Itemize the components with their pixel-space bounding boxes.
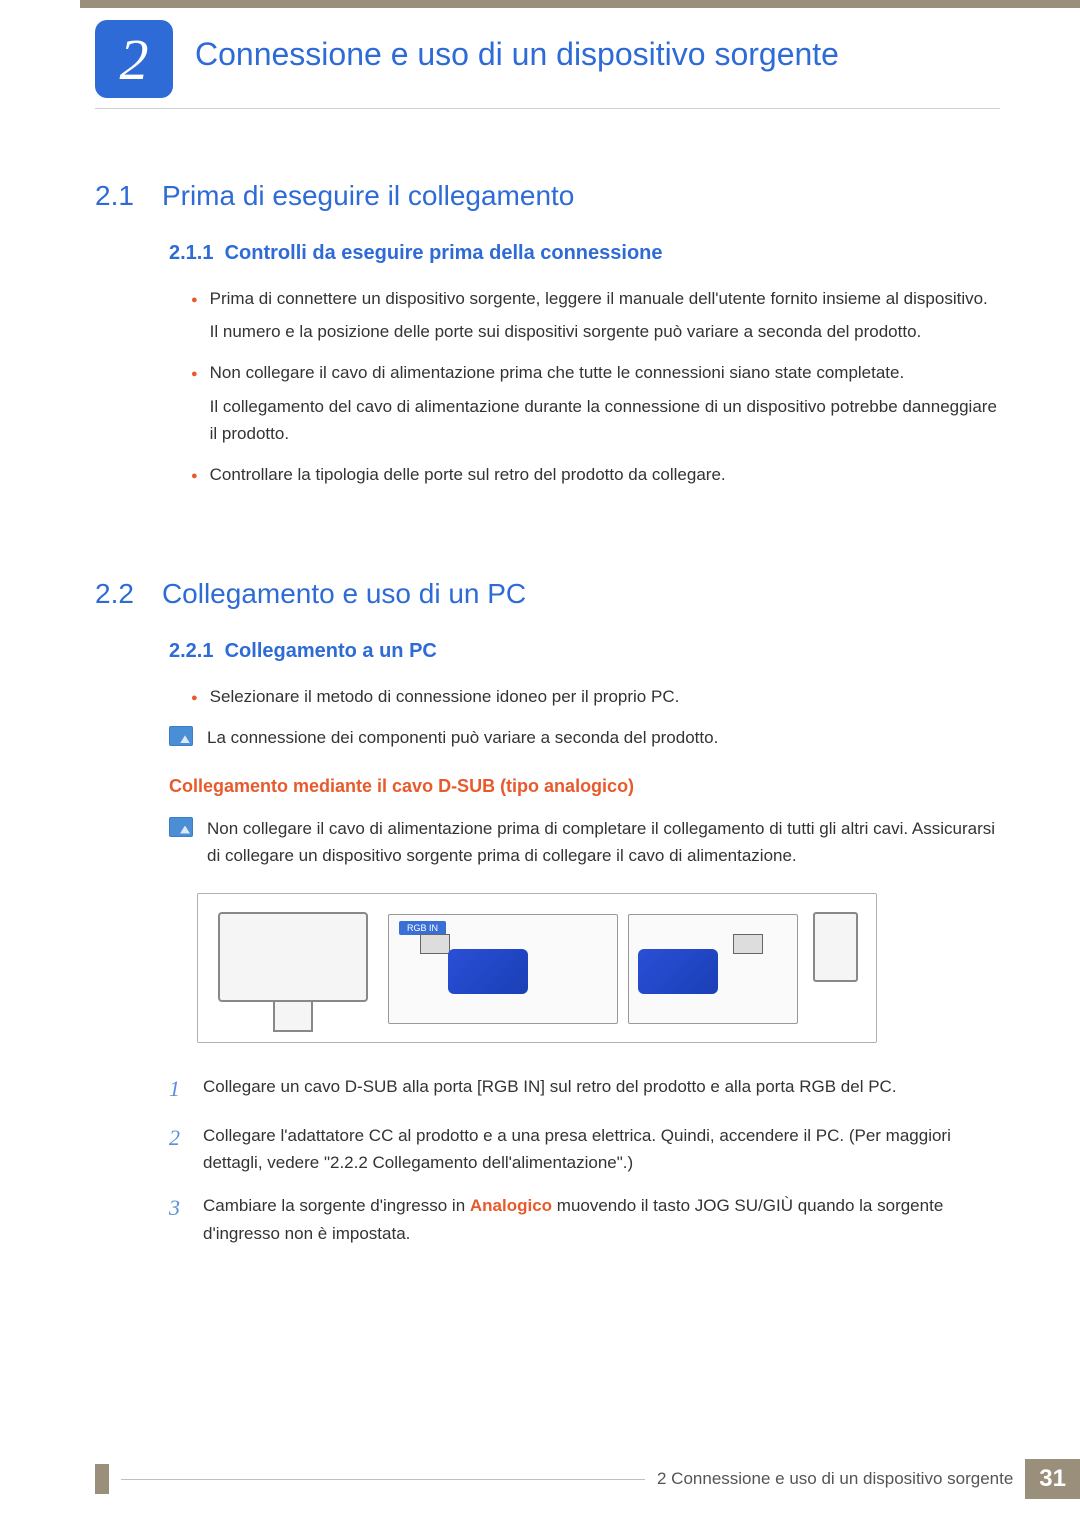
footer-chapter-title: 2 Connessione e uso di un dispositivo so…	[657, 1469, 1013, 1489]
step-text: Cambiare la sorgente d'ingresso in Analo…	[203, 1190, 1000, 1246]
bullet-text: Prima di connettere un dispositivo sorge…	[210, 285, 1000, 345]
subsection-number: 2.1.1	[169, 242, 213, 264]
bullet-list-2-2-1: ● Selezionare il metodo di connessione i…	[191, 683, 1000, 710]
section-2-1-heading: 2.1 Prima di eseguire il collegamento	[95, 180, 1000, 212]
step-item: 1 Collegare un cavo D-SUB alla porta [RG…	[169, 1071, 1000, 1106]
highlight-term: Analogico	[470, 1196, 552, 1215]
page-footer: 2 Connessione e uso di un dispositivo so…	[95, 1459, 1080, 1499]
list-item: ● Non collegare il cavo di alimentazione…	[191, 359, 1000, 447]
chapter-number: 2	[120, 26, 149, 93]
bullet-dot-icon: ●	[191, 366, 198, 447]
connection-diagram: RGB IN	[197, 893, 877, 1043]
note-icon	[169, 817, 193, 837]
bullet-text: Controllare la tipologia delle porte sul…	[210, 461, 1000, 488]
bullet-text: Non collegare il cavo di alimentazione p…	[210, 359, 1000, 447]
cable-port-icon	[733, 934, 763, 954]
dsub-connector-icon	[638, 949, 718, 994]
step-number: 3	[169, 1190, 187, 1246]
note-icon	[169, 726, 193, 746]
subsection-title: Controlli da eseguire prima della connes…	[225, 242, 663, 264]
subsection-2-2-1-heading: 2.2.1 Collegamento a un PC	[169, 640, 1000, 663]
monitor-illustration	[218, 912, 368, 1002]
note-text: Non collegare il cavo di alimentazione p…	[207, 815, 1000, 869]
cable-port-icon	[420, 934, 450, 954]
footer-divider	[121, 1479, 645, 1480]
bullet-dot-icon: ●	[191, 468, 198, 488]
page-content: 2.1 Prima di eseguire il collegamento 2.1…	[95, 180, 1000, 1261]
note-row: Non collegare il cavo di alimentazione p…	[169, 815, 1000, 869]
bullet-dot-icon: ●	[191, 292, 198, 345]
subsection-2-1-1-heading: 2.1.1 Controlli da eseguire prima della …	[169, 242, 1000, 265]
page-number: 31	[1025, 1459, 1080, 1499]
subsection-title: Collegamento a un PC	[225, 640, 437, 662]
step-text: Collegare un cavo D-SUB alla porta [RGB …	[203, 1071, 1000, 1106]
section-title: Collegamento e uso di un PC	[162, 578, 526, 609]
numbered-steps: 1 Collegare un cavo D-SUB alla porta [RG…	[169, 1071, 1000, 1247]
chapter-title: Connessione e uso di un dispositivo sorg…	[195, 36, 839, 73]
section-number: 2.2	[95, 578, 134, 609]
list-item: ● Selezionare il metodo di connessione i…	[191, 683, 1000, 710]
note-text: La connessione dei componenti può variar…	[207, 724, 1000, 751]
chapter-number-badge: 2	[95, 20, 173, 98]
step-number: 1	[169, 1071, 187, 1106]
port-label-rgb-in: RGB IN	[399, 921, 446, 935]
list-item: ● Prima di connettere un dispositivo sor…	[191, 285, 1000, 345]
section-2-2-heading: 2.2 Collegamento e uso di un PC	[95, 578, 1000, 610]
dsub-connector-icon	[448, 949, 528, 994]
top-accent-bar	[80, 0, 1080, 8]
pc-tower-illustration	[813, 912, 858, 982]
section-title: Prima di eseguire il collegamento	[162, 180, 574, 211]
header-divider	[95, 108, 1000, 109]
list-item: ● Controllare la tipologia delle porte s…	[191, 461, 1000, 488]
step-item: 2 Collegare l'adattatore CC al prodotto …	[169, 1120, 1000, 1176]
section-number: 2.1	[95, 180, 134, 211]
step-text: Collegare l'adattatore CC al prodotto e …	[203, 1120, 1000, 1176]
monitor-stand-illustration	[273, 1002, 313, 1032]
subsection-h3: Collegamento mediante il cavo D-SUB (tip…	[169, 776, 1000, 797]
bullet-text: Selezionare il metodo di connessione ido…	[210, 683, 1000, 710]
step-item: 3 Cambiare la sorgente d'ingresso in Ana…	[169, 1190, 1000, 1246]
subsection-number: 2.2.1	[169, 640, 213, 662]
footer-accent-bar	[95, 1464, 109, 1494]
note-row: La connessione dei componenti può variar…	[169, 724, 1000, 751]
bullet-list-2-1-1: ● Prima di connettere un dispositivo sor…	[191, 285, 1000, 488]
bullet-dot-icon: ●	[191, 690, 198, 710]
step-number: 2	[169, 1120, 187, 1176]
